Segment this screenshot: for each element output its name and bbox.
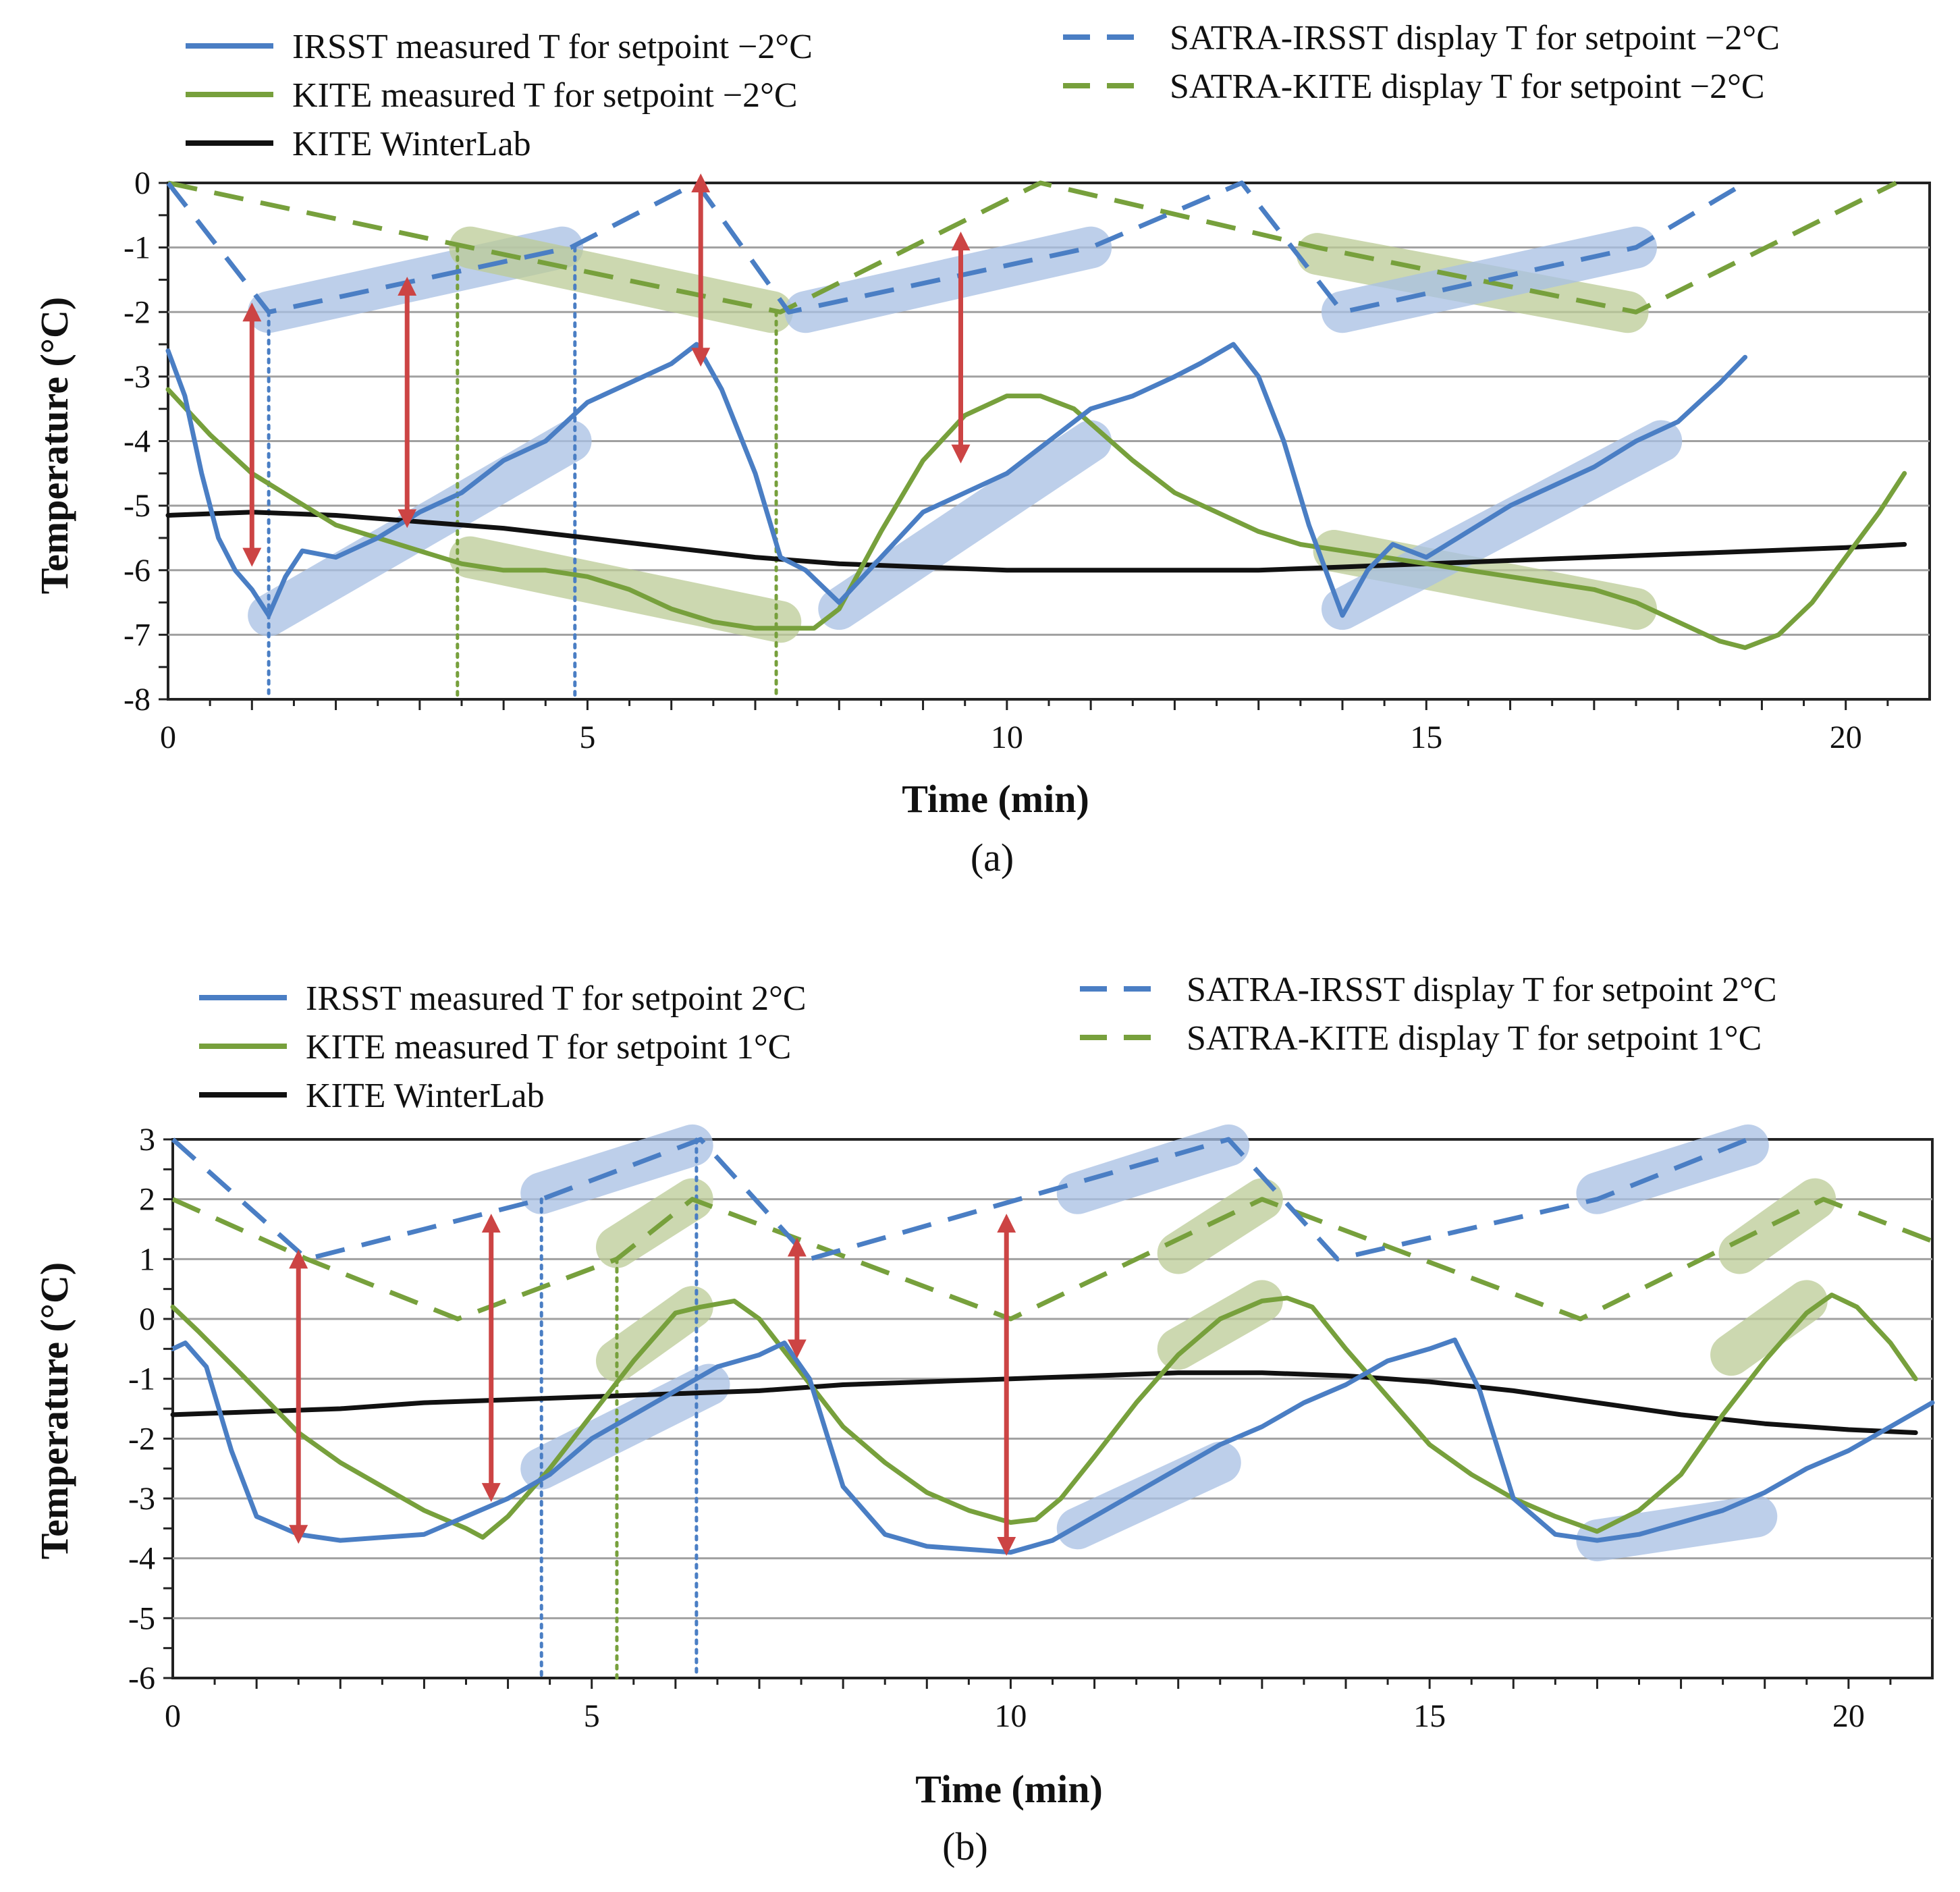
legend-label: KITE WinterLab — [306, 1077, 545, 1115]
y-tick-label: -6 — [124, 553, 151, 589]
series-line — [171, 1137, 1749, 1262]
highlight-band — [1322, 420, 1683, 630]
y-tick-label: -8 — [124, 682, 151, 718]
highlight-band — [818, 420, 1112, 630]
y-tick-label: -6 — [128, 1660, 155, 1696]
series-line — [165, 510, 1907, 573]
x-tick-label: 15 — [1413, 1698, 1446, 1734]
y-tick-label: 2 — [139, 1182, 155, 1218]
legend-label: SATRA-IRSST display T for setpoint −2°C — [1170, 19, 1780, 57]
y-tick-label: -4 — [128, 1541, 155, 1577]
x-axis-title-a: Time (min) — [902, 777, 1089, 821]
y-tick-label: -1 — [124, 230, 151, 266]
x-tick-label: 10 — [991, 720, 1023, 755]
series-line — [165, 342, 1748, 618]
y-tick-label: -5 — [124, 488, 151, 524]
difference-arrows-b — [289, 1214, 1016, 1556]
highlight-band — [1576, 1124, 1769, 1214]
legend-label: KITE measured T for setpoint −2°C — [292, 76, 798, 115]
y-tick-label: 1 — [139, 1241, 155, 1277]
y-tick-label: -2 — [128, 1421, 155, 1457]
difference-arrows-a — [242, 173, 971, 567]
highlight-band — [520, 1363, 730, 1490]
x-axis-title-b: Time (min) — [915, 1767, 1103, 1811]
highlight-bands-b — [520, 1124, 1836, 1562]
y-tick-label: -5 — [128, 1600, 155, 1636]
panel-a: IRSST measured T for setpoint −2°C KITE m… — [32, 19, 1931, 880]
legend-a: IRSST measured T for setpoint −2°C KITE m… — [186, 19, 1780, 163]
highlight-band — [248, 420, 592, 637]
x-tick-label: 20 — [1830, 720, 1862, 755]
legend-label: KITE measured T for setpoint 1°C — [306, 1028, 791, 1066]
legend-label: KITE WinterLab — [292, 125, 531, 163]
highlight-band — [1157, 1178, 1283, 1274]
x-tick-label: 20 — [1832, 1698, 1865, 1734]
series-line — [167, 180, 1897, 315]
legend-label: SATRA-IRSST display T for setpoint 2°C — [1187, 971, 1777, 1009]
y-tick-label: -1 — [128, 1361, 155, 1397]
highlight-band — [784, 226, 1112, 333]
x-tick-label: 5 — [584, 1698, 600, 1734]
panel-label-a: (a) — [971, 836, 1014, 880]
series-line — [170, 1293, 1918, 1540]
x-tick-label: 5 — [579, 720, 595, 755]
dotted-markers-b — [539, 1137, 699, 1680]
series-line — [165, 387, 1907, 650]
highlight-band — [1056, 1124, 1250, 1214]
legend-label: IRSST measured T for setpoint 2°C — [306, 979, 807, 1018]
series-line — [170, 1370, 1918, 1435]
series-line — [171, 1197, 1934, 1322]
x-tick-label: 10 — [994, 1698, 1027, 1734]
legend-b: IRSST measured T for setpoint 2°C KITE me… — [199, 971, 1777, 1115]
highlight-band — [1718, 1178, 1836, 1274]
x-tick-label: 0 — [165, 1698, 181, 1734]
y-tick-label: -3 — [128, 1481, 155, 1517]
highlight-band — [595, 1178, 713, 1268]
x-tick-label: 0 — [160, 720, 176, 755]
highlight-band — [1710, 1280, 1828, 1376]
grid-b — [173, 1198, 1932, 1619]
y-axis-title-b: Temperature (°C) — [32, 1262, 76, 1559]
legend-label: SATRA-KITE display T for setpoint 1°C — [1187, 1019, 1762, 1058]
y-tick-label: 0 — [139, 1301, 155, 1337]
ticks-a: 0 5 10 15 20 0 -1 -2 -3 -4 -5 -6 -7 -8 — [124, 165, 1889, 755]
plot-area-b — [171, 1138, 1934, 1679]
series-line — [166, 180, 1747, 315]
legend-label: SATRA-KITE display T for setpoint −2°C — [1170, 67, 1765, 106]
y-tick-label: -4 — [124, 424, 151, 460]
highlight-band — [1056, 1441, 1241, 1550]
legend-label: IRSST measured T for setpoint −2°C — [292, 28, 813, 66]
x-tick-label: 15 — [1410, 720, 1442, 755]
series-b — [170, 1137, 1935, 1555]
y-tick-label: 0 — [134, 165, 151, 201]
highlight-band — [1313, 530, 1657, 630]
panel-label-b: (b) — [942, 1825, 988, 1868]
dotted-markers-a — [267, 246, 778, 701]
y-tick-label: -2 — [124, 294, 151, 330]
y-tick-label: 3 — [139, 1122, 155, 1158]
y-tick-label: -3 — [124, 359, 151, 395]
y-axis-title-a: Temperature (°C) — [32, 297, 76, 594]
panel-b: IRSST measured T for setpoint 2°C KITE me… — [32, 971, 1935, 1868]
highlight-band — [520, 1124, 713, 1214]
series-a — [165, 180, 1907, 650]
y-tick-label: -7 — [124, 617, 151, 653]
